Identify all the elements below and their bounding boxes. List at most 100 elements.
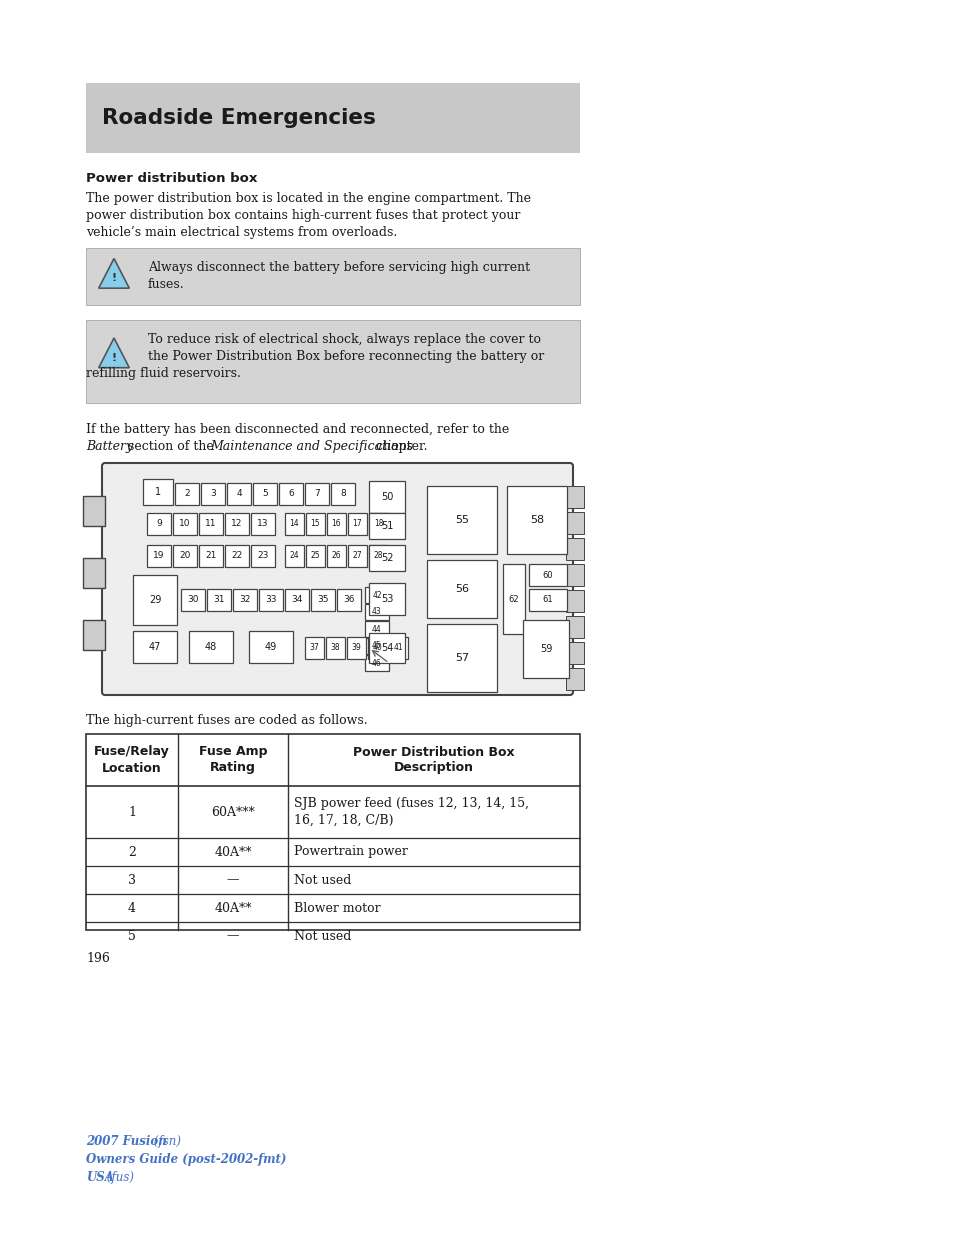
Text: !: !: [112, 353, 116, 363]
Bar: [365, 638, 389, 655]
Bar: [311, 589, 335, 611]
Bar: [565, 616, 583, 638]
Bar: [199, 513, 223, 535]
Bar: [565, 513, 583, 534]
Text: 42: 42: [372, 590, 381, 599]
Bar: [306, 545, 325, 567]
Text: 37: 37: [310, 643, 319, 652]
Bar: [327, 545, 346, 567]
Text: 3: 3: [128, 873, 136, 887]
Bar: [181, 589, 205, 611]
Bar: [253, 483, 276, 505]
Text: 62: 62: [508, 594, 518, 604]
Text: 34: 34: [291, 595, 302, 604]
Bar: [369, 480, 405, 513]
Bar: [427, 559, 497, 618]
Text: 9: 9: [156, 520, 162, 529]
Bar: [251, 545, 274, 567]
FancyBboxPatch shape: [102, 463, 573, 695]
Bar: [258, 589, 283, 611]
Text: 48: 48: [205, 642, 217, 652]
Text: 10: 10: [179, 520, 191, 529]
Text: 8: 8: [340, 489, 346, 499]
Bar: [427, 487, 497, 555]
Bar: [174, 483, 199, 505]
Bar: [565, 538, 583, 559]
Text: (fsn): (fsn): [150, 1135, 181, 1149]
Text: 56: 56: [455, 584, 469, 594]
Text: Owners Guide (post-2002-fmt): Owners Guide (post-2002-fmt): [86, 1153, 286, 1166]
Text: If the battery has been disconnected and reconnected, refer to the: If the battery has been disconnected and…: [86, 424, 509, 436]
Text: 40A**: 40A**: [214, 902, 252, 914]
Text: 11: 11: [205, 520, 216, 529]
Bar: [369, 545, 388, 567]
Bar: [306, 513, 325, 535]
Text: Blower motor: Blower motor: [294, 902, 380, 914]
Text: 40A**: 40A**: [214, 846, 252, 858]
Text: Powertrain power: Powertrain power: [294, 846, 408, 858]
Text: USA: USA: [86, 1171, 113, 1184]
Text: 13: 13: [257, 520, 269, 529]
Text: 2: 2: [128, 846, 135, 858]
Text: 51: 51: [380, 521, 393, 531]
Bar: [365, 655, 389, 671]
Bar: [522, 620, 568, 678]
Text: Always disconnect the battery before servicing high current: Always disconnect the battery before ser…: [148, 261, 530, 274]
Bar: [365, 621, 389, 637]
Bar: [227, 483, 251, 505]
Text: 32: 32: [239, 595, 251, 604]
Text: 60: 60: [542, 571, 553, 579]
Text: Roadside Emergencies: Roadside Emergencies: [102, 107, 375, 128]
Bar: [147, 513, 171, 535]
Text: 12: 12: [231, 520, 242, 529]
Text: —: —: [227, 873, 239, 887]
Text: 46: 46: [372, 658, 381, 667]
Text: 27: 27: [353, 552, 362, 561]
Text: 19: 19: [153, 552, 165, 561]
Text: 29: 29: [149, 595, 161, 605]
Bar: [305, 483, 329, 505]
Bar: [529, 589, 566, 611]
Text: 61: 61: [542, 595, 553, 604]
Text: 26: 26: [332, 552, 341, 561]
Bar: [83, 496, 105, 526]
Text: The power distribution box is located in the engine compartment. The: The power distribution box is located in…: [86, 191, 531, 205]
Text: Fuse/Relay
Location: Fuse/Relay Location: [94, 746, 170, 774]
Bar: [249, 631, 293, 663]
Text: 47: 47: [149, 642, 161, 652]
Text: 18: 18: [374, 520, 383, 529]
Text: 38: 38: [331, 643, 340, 652]
Text: 20: 20: [179, 552, 191, 561]
Bar: [369, 545, 405, 571]
Text: 5: 5: [128, 930, 135, 942]
Text: !: !: [112, 273, 116, 283]
Polygon shape: [98, 338, 130, 368]
Bar: [565, 564, 583, 585]
Bar: [199, 545, 223, 567]
Text: 196: 196: [86, 952, 110, 965]
Bar: [565, 642, 583, 664]
Bar: [565, 590, 583, 613]
Text: 3: 3: [210, 489, 215, 499]
Text: section of the: section of the: [124, 440, 217, 453]
Text: 17: 17: [353, 520, 362, 529]
Text: 33: 33: [265, 595, 276, 604]
Text: 43: 43: [372, 608, 381, 616]
Text: 28: 28: [374, 552, 383, 561]
Bar: [427, 624, 497, 692]
Bar: [147, 545, 171, 567]
Bar: [369, 513, 388, 535]
Text: 23: 23: [257, 552, 269, 561]
Text: SJB power feed (fuses 12, 13, 14, 15,
16, 17, 18, C/B): SJB power feed (fuses 12, 13, 14, 15, 16…: [294, 798, 529, 826]
Bar: [331, 483, 355, 505]
Bar: [285, 589, 309, 611]
Bar: [172, 513, 196, 535]
Text: the Power Distribution Box before reconnecting the battery or: the Power Distribution Box before reconn…: [148, 350, 543, 363]
Text: 58: 58: [529, 515, 543, 525]
Bar: [233, 589, 256, 611]
Bar: [305, 637, 324, 659]
Text: 7: 7: [314, 489, 319, 499]
Text: 15: 15: [311, 520, 320, 529]
Text: Power distribution box: Power distribution box: [86, 172, 257, 185]
Bar: [365, 604, 389, 620]
